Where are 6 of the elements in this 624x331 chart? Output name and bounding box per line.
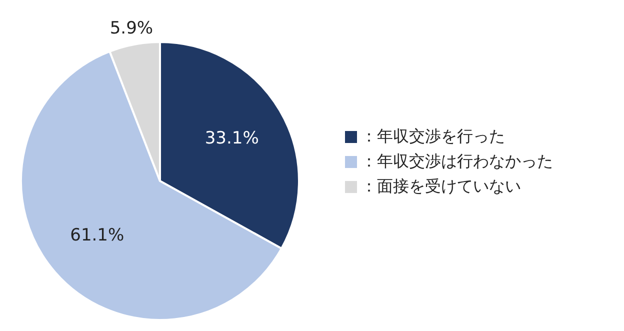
data-label: 33.1% [204,128,259,148]
data-label: 61.1% [70,225,124,246]
legend-label: ：年収交渉は行わなかった [361,151,553,170]
data-label: 5.9% [110,18,154,38]
legend-label: ：年収交渉を行った [361,126,505,146]
legend-label: ：面接を受けていない [361,176,521,196]
